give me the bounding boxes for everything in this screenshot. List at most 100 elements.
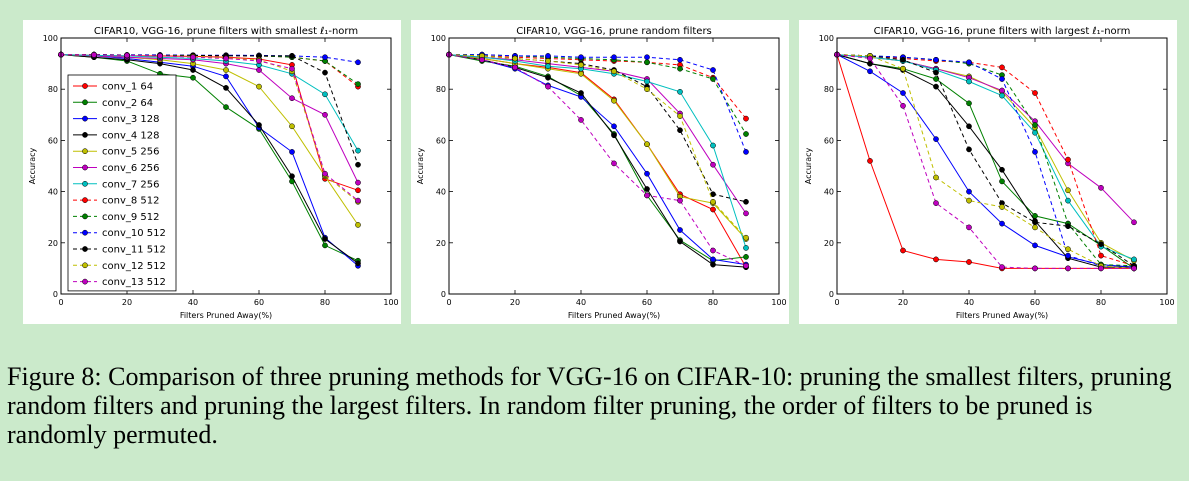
data-point — [677, 127, 683, 134]
y-tick-label: 100 — [431, 34, 446, 43]
data-point — [743, 131, 749, 137]
data-point — [512, 64, 518, 71]
chart-random: CIFAR10, VGG-16, prune random filters 0 20… — [416, 26, 787, 320]
x-tick-label: 100 — [383, 298, 398, 307]
data-point — [644, 141, 650, 148]
series-line — [836, 54, 1135, 269]
series-line — [836, 54, 1135, 268]
x-tick-label: 100 — [1159, 298, 1174, 307]
data-point — [710, 198, 716, 205]
series-line — [448, 54, 747, 268]
legend-marker — [82, 83, 88, 89]
data-point — [289, 53, 295, 59]
data-point — [743, 149, 749, 155]
series-line — [448, 54, 747, 240]
data-point — [355, 187, 361, 194]
series-line — [448, 54, 747, 239]
series-line — [60, 54, 359, 201]
data-point — [578, 54, 584, 61]
y-tick-label: 80 — [48, 85, 58, 94]
data-point — [322, 54, 328, 61]
data-point — [933, 174, 939, 181]
data-point — [190, 67, 196, 73]
data-point — [867, 158, 873, 164]
data-point — [933, 136, 939, 142]
data-point — [289, 173, 295, 180]
data-point — [1065, 246, 1071, 253]
data-point — [256, 58, 262, 64]
x-tick-label: 100 — [771, 298, 786, 307]
plot-frame — [836, 37, 1168, 295]
data-point — [999, 64, 1005, 71]
x-axis-label: Filters Pruned Away(%) — [568, 311, 660, 320]
data-point — [322, 111, 328, 118]
legend-marker — [82, 132, 88, 138]
data-point — [124, 52, 130, 59]
series-line — [60, 54, 359, 183]
y-tick-label: 0 — [829, 290, 834, 299]
plot-frame — [448, 37, 780, 295]
y-tick-label: 20 — [48, 239, 58, 248]
data-point — [355, 59, 361, 66]
data-point — [545, 58, 551, 64]
x-tick-label: 40 — [964, 298, 974, 307]
y-axis-label: Accuracy — [28, 147, 37, 184]
figure-caption: Figure 8: Comparison of three pruning me… — [7, 362, 1172, 449]
data-point — [1065, 156, 1071, 163]
data-point — [223, 73, 229, 80]
legend-label: conv_8 512 — [102, 196, 160, 207]
data-point — [355, 81, 361, 87]
data-point — [91, 52, 97, 58]
series-line — [448, 54, 747, 214]
figure-charts: CIFAR10, VGG-16, prune filters with smal… — [23, 20, 1177, 324]
legend-label: conv_4 128 — [102, 130, 160, 141]
data-point — [611, 123, 617, 130]
data-point — [1131, 265, 1137, 272]
legend-label: conv_7 256 — [102, 179, 160, 190]
series-line — [836, 54, 1134, 268]
data-point — [999, 220, 1005, 227]
data-point — [743, 198, 749, 205]
series-line — [836, 54, 1135, 260]
data-point — [677, 65, 683, 72]
data-point — [355, 179, 361, 186]
data-point — [933, 83, 939, 90]
data-point — [999, 204, 1005, 210]
x-tick-label: 60 — [254, 298, 264, 307]
data-point — [1131, 256, 1137, 263]
series-line — [448, 54, 747, 119]
x-tick-label: 80 — [320, 298, 330, 307]
legend-marker — [82, 148, 88, 155]
data-point — [611, 54, 617, 61]
legend-marker — [82, 278, 88, 285]
legend-label: conv_3 128 — [102, 114, 160, 125]
data-point — [256, 67, 262, 73]
chart-title: CIFAR10, VGG-16, prune filters with larg… — [874, 26, 1131, 37]
chart-title: CIFAR10, VGG-16, prune random filters — [516, 26, 712, 37]
series-line — [60, 54, 359, 262]
data-point — [322, 91, 328, 98]
x-tick-label: 40 — [188, 298, 198, 307]
x-tick-label: 0 — [446, 298, 451, 307]
data-point — [289, 95, 295, 102]
data-point — [743, 210, 749, 217]
data-point — [322, 170, 328, 177]
data-point — [1032, 129, 1038, 136]
x-tick-label: 80 — [1096, 298, 1106, 307]
data-point — [256, 122, 262, 128]
data-point — [710, 247, 716, 254]
data-point — [710, 161, 716, 168]
data-point — [900, 247, 906, 254]
data-point — [223, 104, 229, 110]
legend-marker — [82, 246, 88, 252]
legend-marker — [82, 213, 88, 220]
x-tick-label: 80 — [708, 298, 718, 307]
legend-label: conv_9 512 — [102, 212, 160, 223]
legend-marker — [82, 115, 88, 122]
data-point — [1032, 219, 1038, 226]
data-point — [1032, 122, 1038, 128]
data-point — [578, 117, 584, 123]
x-tick-label: 60 — [1030, 298, 1040, 307]
series-line — [836, 54, 1135, 267]
legend-label: conv_6 256 — [102, 163, 160, 174]
